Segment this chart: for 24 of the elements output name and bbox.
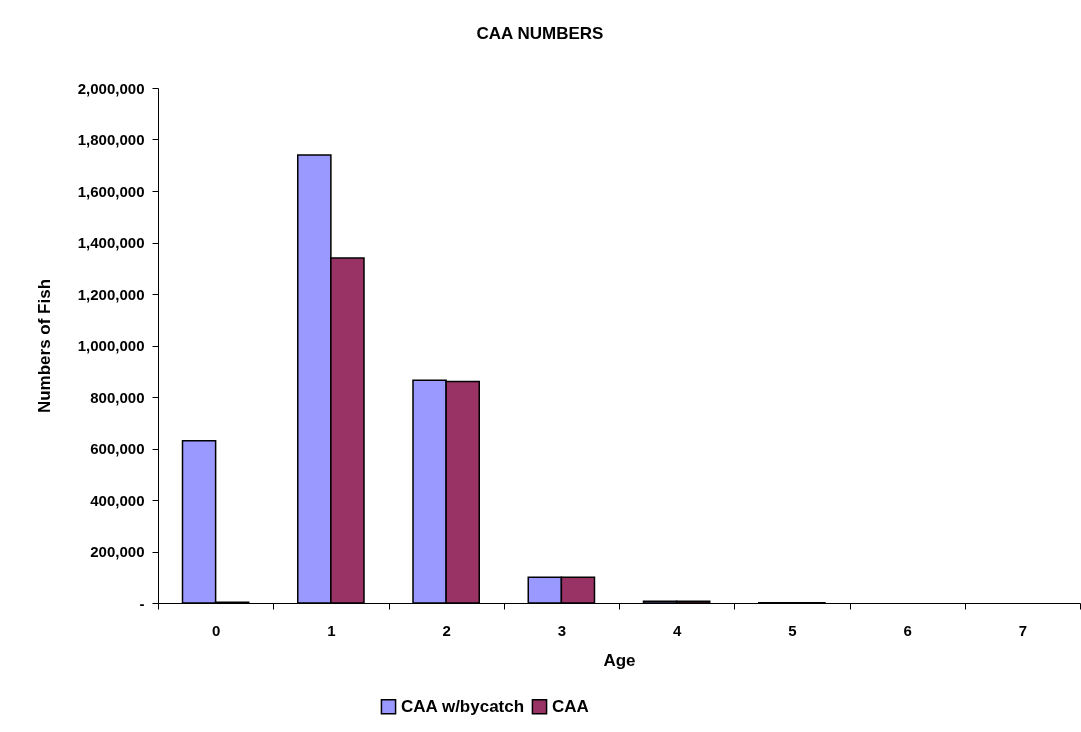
y-tick-label: 1,400,000 <box>77 234 145 251</box>
y-tick-label: 1,200,000 <box>77 285 145 303</box>
x-tick-label: 0 <box>211 621 221 639</box>
chart-title: CAA NUMBERS <box>476 24 604 43</box>
legend-label: CAA w/bycatch <box>401 696 525 716</box>
y-tick-label: 600,000 <box>90 440 145 457</box>
legend-label: CAA <box>552 696 589 716</box>
y-tick-label: 400,000 <box>90 491 145 509</box>
y-tick-label: 200,000 <box>90 543 145 560</box>
x-tick-label: 4 <box>672 621 682 639</box>
x-tick-label: 2 <box>442 621 451 639</box>
y-axis-title: Numbers of Fish <box>34 278 54 414</box>
x-tick-label: 3 <box>557 621 567 639</box>
x-tick-label: 6 <box>903 621 912 639</box>
y-tick-label: - <box>139 594 145 612</box>
x-tick-label: 5 <box>788 621 797 639</box>
x-tick-label: 1 <box>327 621 336 639</box>
y-tick-label: 1,800,000 <box>77 131 145 148</box>
x-axis-title: Age <box>603 650 636 670</box>
y-tick-label: 2,000,000 <box>77 79 145 97</box>
y-tick-label: 800,000 <box>90 388 145 406</box>
y-tick-label: 1,600,000 <box>77 182 145 200</box>
x-tick-label: 7 <box>1018 621 1028 639</box>
y-tick-label: 1,000,000 <box>77 337 145 354</box>
